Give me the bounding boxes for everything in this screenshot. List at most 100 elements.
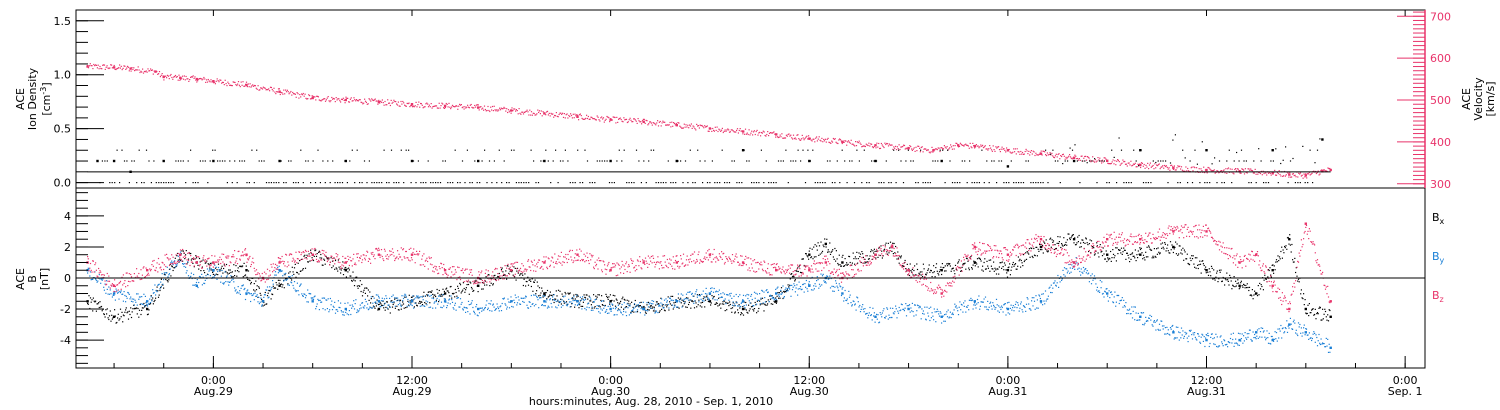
- b-by-scatter-dot: [991, 308, 993, 310]
- b-bx-scatter-dot: [322, 264, 324, 266]
- top-series-0-scatter-dot: [484, 108, 486, 111]
- top-series-0-scatter-dot: [115, 68, 117, 71]
- b-bx-scatter-dot: [262, 305, 264, 307]
- b-by-scatter-dot: [764, 301, 766, 303]
- top-series-0-scatter-dot: [1223, 169, 1225, 171]
- b-bx-scatter-dot: [285, 278, 287, 280]
- top-series-0-scatter-dot: [301, 93, 303, 95]
- b-bx-point: [245, 269, 248, 272]
- b-bx-scatter-dot: [415, 302, 417, 304]
- top-series-0-scatter-dot: [349, 98, 351, 100]
- top-series-1-scatter-dot: [528, 182, 530, 184]
- top-series-1-scatter-dot: [993, 160, 995, 162]
- b-bx-scatter-dot: [910, 270, 912, 272]
- top-series-0-scatter-dot: [563, 113, 565, 115]
- top-series-0-point: [278, 90, 281, 93]
- b-bx-scatter-dot: [1300, 289, 1302, 291]
- top-series-0-scatter-dot: [202, 78, 204, 80]
- b-by-scatter-dot: [431, 297, 433, 299]
- b-bx-scatter-dot: [1194, 257, 1196, 259]
- b-bx-scatter-dot: [1072, 234, 1074, 236]
- b-by-point: [808, 284, 811, 287]
- top-series-1-scatter-dot: [1018, 182, 1020, 184]
- b-bx-scatter-dot: [1131, 253, 1133, 255]
- top-series-1-scatter-dot: [1167, 182, 1169, 184]
- b-bx-scatter-dot: [1169, 241, 1172, 243]
- top-series-1-scatter-dot: [895, 182, 897, 184]
- b-bx-scatter-dot: [559, 290, 561, 292]
- b-by-scatter-dot: [127, 291, 129, 294]
- top-series-1-scatter-dot: [586, 160, 589, 162]
- b-bx-scatter-dot: [620, 306, 622, 308]
- top-series-0-scatter-dot: [1218, 172, 1220, 174]
- b-by-scatter-dot: [639, 302, 641, 304]
- b-by-scatter-dot: [688, 291, 690, 293]
- b-by-scatter-dot: [157, 284, 160, 286]
- top-series-1-scatter-dot: [386, 182, 388, 184]
- b-by-scatter-dot: [835, 282, 837, 284]
- b-bx-point: [973, 261, 976, 264]
- top-series-0-scatter-dot: [599, 120, 601, 122]
- top-series-0-scatter-dot: [614, 116, 616, 119]
- top-series-0-scatter-dot: [630, 119, 632, 121]
- b-by-scatter-dot: [824, 281, 826, 283]
- top-series-1-scatter-dot: [797, 149, 799, 151]
- top-series-0-scatter-dot: [1146, 166, 1148, 168]
- b-bx-scatter-dot: [1185, 258, 1187, 260]
- b-by-scatter-dot: [853, 300, 855, 303]
- top-series-1-scatter-dot: [503, 160, 505, 162]
- b-bx-scatter-dot: [385, 306, 387, 308]
- b-by-scatter-dot: [826, 275, 828, 277]
- top-series-0-point: [1139, 163, 1142, 167]
- b-bx-point: [1238, 284, 1241, 287]
- top-series-1-scatter-dot: [104, 160, 106, 162]
- b-bx-scatter-dot: [552, 294, 554, 296]
- b-bx-scatter-dot: [585, 294, 587, 296]
- top-series-0-scatter-dot: [315, 99, 317, 101]
- b-by-scatter-dot: [88, 268, 90, 270]
- b-by-scatter-dot: [446, 307, 448, 309]
- top-series-0-scatter-dot: [1131, 165, 1133, 167]
- top-series-0-scatter-dot: [428, 104, 430, 106]
- top-series-0-point: [808, 137, 811, 140]
- b-bx-scatter-dot: [150, 295, 152, 297]
- top-series-0-scatter-dot: [886, 142, 888, 145]
- b-by-scatter-dot: [581, 308, 583, 310]
- b-by-scatter-dot: [372, 302, 374, 304]
- b-bx-scatter-dot: [580, 305, 582, 307]
- top-series-0-scatter-dot: [261, 88, 264, 90]
- b-bx-scatter-dot: [217, 274, 219, 276]
- b-bx-scatter-dot: [805, 253, 807, 255]
- b-by-point: [609, 307, 612, 311]
- top-series-0-scatter-dot: [815, 137, 817, 139]
- b-bx-scatter-dot: [214, 267, 217, 269]
- top-series-0-scatter-dot: [293, 93, 295, 95]
- b-by-scatter-dot: [617, 310, 619, 312]
- b-bx-scatter-dot: [400, 308, 402, 310]
- b-by-scatter-dot: [438, 299, 440, 301]
- top-series-0-scatter-dot: [1039, 152, 1041, 154]
- top-series-1-scatter-dot: [310, 182, 312, 184]
- b-by-scatter-dot: [448, 298, 451, 300]
- top-series-0-scatter-dot: [668, 124, 670, 126]
- b-by-scatter-dot: [797, 294, 799, 296]
- b-by-scatter-dot: [209, 269, 211, 271]
- b-by-scatter-dot: [689, 291, 691, 293]
- b-bx-scatter-dot: [171, 266, 173, 268]
- b-bx-scatter-dot: [1139, 248, 1142, 251]
- b-bx-scatter-dot: [1065, 241, 1067, 243]
- b-bx-scatter-dot: [380, 304, 383, 306]
- b-bx-scatter-dot: [679, 298, 681, 300]
- b-by-scatter-dot: [770, 295, 772, 297]
- top-series-0-point: [1321, 170, 1324, 173]
- top-series-0-scatter-dot: [1282, 175, 1284, 177]
- b-by-scatter-dot: [132, 301, 134, 303]
- b-bx-scatter-dot: [289, 271, 291, 273]
- b-bx-scatter-dot: [141, 309, 143, 311]
- top-series-0-scatter-dot: [1301, 174, 1303, 176]
- b-by-scatter-dot: [454, 304, 456, 306]
- b-by-scatter-dot: [438, 295, 440, 297]
- b-by-scatter-dot: [958, 306, 960, 308]
- b-bx-scatter-dot: [861, 251, 863, 253]
- top-series-0-scatter-dot: [1212, 170, 1214, 172]
